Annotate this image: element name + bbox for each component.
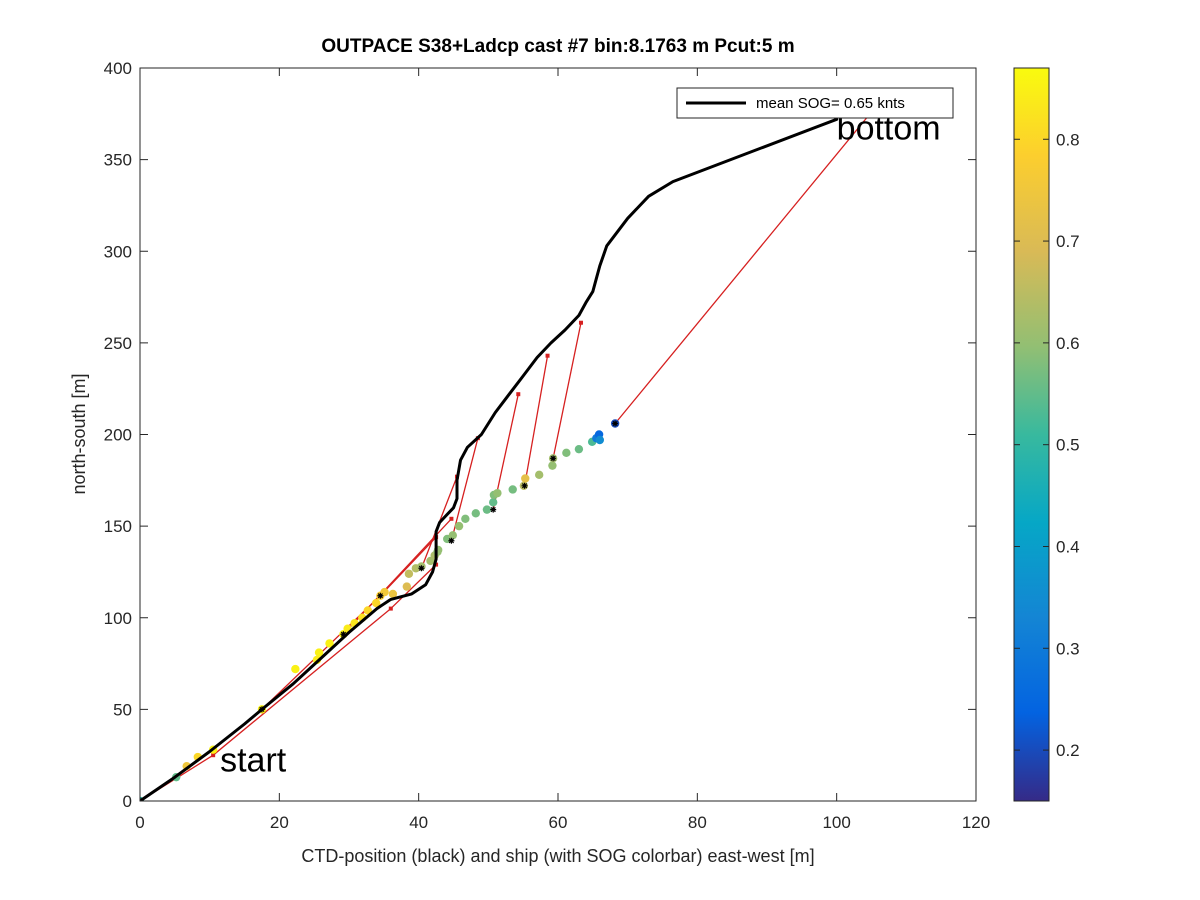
- connector-line: [379, 536, 437, 597]
- ctd-marker: [521, 482, 528, 489]
- connector-end-marker: [449, 516, 454, 521]
- ship-sog-point: [521, 474, 530, 483]
- connector-line: [552, 322, 582, 459]
- ship-sog-point: [548, 461, 557, 470]
- colorbar-tick-label: 0.6: [1056, 334, 1080, 353]
- ship-sog-point: [314, 648, 324, 657]
- ship-sog-point: [404, 569, 414, 578]
- colorbar-tick-label: 0.7: [1056, 232, 1080, 251]
- ship-sog-point: [574, 444, 584, 454]
- legend-entry-label: mean SOG= 0.65 knts: [756, 95, 905, 112]
- y-tick-label: 200: [104, 426, 132, 445]
- annotation-start: start: [220, 742, 287, 780]
- y-tick-label: 400: [104, 59, 132, 78]
- ship-sog-point: [388, 589, 398, 599]
- colorbar-tick-label: 0.3: [1056, 639, 1080, 658]
- ship-sog-point: [471, 509, 480, 518]
- colorbar-tick-label: 0.5: [1056, 436, 1080, 455]
- ship-sog-point: [325, 639, 334, 648]
- ctd-marker: [377, 592, 384, 599]
- connector-end-marker: [545, 353, 550, 358]
- colorbar-ticks: 0.2 0.3 0.4 0.5 0.6 0.7 0.8: [1014, 130, 1080, 760]
- connector-line: [614, 111, 873, 424]
- ship-sog-point: [371, 598, 381, 608]
- axes-box: [139, 67, 977, 802]
- colorbar-gradient: [1013, 67, 1050, 802]
- x-tick-label: 40: [409, 813, 428, 832]
- colorbar-tick-label: 0.4: [1056, 537, 1080, 556]
- ship-sog-point: [489, 498, 498, 507]
- legend: mean SOG= 0.65 knts: [676, 87, 954, 119]
- axis-ticks: 0 20 40 60 80 100 120 0 50 100 150 200 250 300 350 400: [104, 59, 991, 832]
- ship-sog-point: [493, 488, 502, 498]
- ctd-marker: [258, 706, 265, 713]
- ship-sog-point: [402, 582, 412, 591]
- connector-line: [212, 608, 392, 756]
- ship-sog-point: [454, 521, 464, 531]
- ship-sog-point: [482, 505, 492, 514]
- connector-end-marker: [578, 320, 583, 325]
- ctd-marker: [448, 537, 455, 544]
- ship-sog-point: [562, 448, 571, 458]
- y-tick-label: 300: [104, 242, 132, 261]
- x-tick-label: 120: [962, 813, 990, 832]
- chart-title: OUTPACE S38+Ladcp cast #7 bin:8.1763 m P…: [321, 36, 794, 57]
- y-tick-label: 50: [113, 700, 132, 719]
- ship-sog-point: [534, 470, 544, 480]
- legend-box: [676, 87, 954, 119]
- ship-sog-point: [461, 514, 470, 523]
- ship-sog-point: [363, 606, 373, 615]
- colorbar: 0.2 0.3 0.4 0.5 0.6 0.7 0.8: [1013, 67, 1080, 802]
- x-tick-label: 20: [270, 813, 289, 832]
- ctd-marker: [612, 420, 619, 427]
- colorbar-tick-label: 0.8: [1056, 130, 1080, 149]
- y-axis-label: north-south [m]: [69, 373, 89, 494]
- connector-end-marker: [516, 392, 521, 397]
- ctd-marker: [550, 455, 557, 462]
- y-tick-label: 350: [104, 151, 132, 170]
- ship-sog-point: [595, 435, 604, 445]
- x-tick-label: 100: [822, 813, 850, 832]
- y-tick-label: 250: [104, 334, 132, 353]
- x-tick-label: 80: [688, 813, 707, 832]
- ctd-marker: [418, 565, 425, 572]
- ship-sog-point: [448, 531, 458, 540]
- ctd-marker: [340, 631, 347, 638]
- colorbar-tick-label: 0.2: [1056, 741, 1080, 760]
- connector-line: [390, 564, 437, 610]
- ctd-marker: [490, 506, 497, 513]
- ctd-track-line: [140, 117, 839, 801]
- x-tick-label: 60: [549, 813, 568, 832]
- y-tick-label: 150: [104, 517, 132, 536]
- connector-line: [523, 355, 549, 486]
- y-tick-label: 100: [104, 609, 132, 628]
- ship-sog-point: [291, 664, 300, 674]
- x-tick-label: 0: [135, 813, 144, 832]
- ctd-markers: [140, 420, 619, 801]
- x-axis-label: CTD-position (black) and ship (with SOG …: [301, 846, 814, 866]
- ship-sog-point: [508, 485, 517, 494]
- y-tick-label: 0: [123, 792, 132, 811]
- connector-lines: [140, 109, 874, 801]
